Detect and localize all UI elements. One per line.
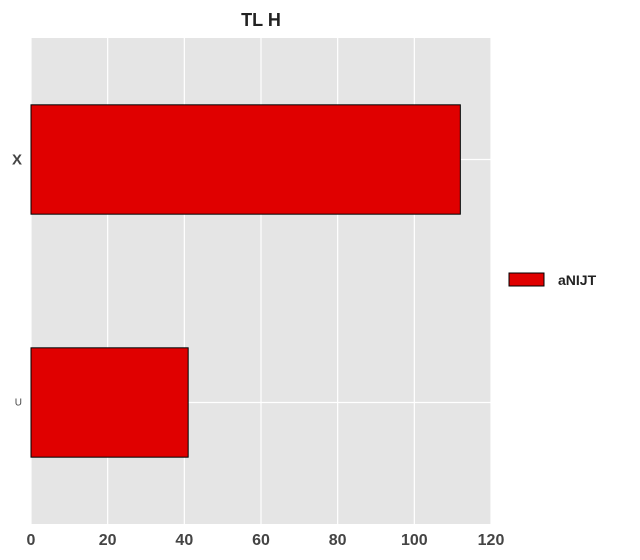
y-tick-label: U <box>15 398 22 409</box>
legend: aNIJT <box>508 272 597 288</box>
bars <box>30 104 461 458</box>
y-tick-label: X <box>12 152 22 169</box>
bar-x <box>30 104 461 215</box>
x-tick-label: 100 <box>401 532 428 549</box>
chart-title: TL H <box>241 10 281 30</box>
bar-u <box>30 347 189 458</box>
x-axis-ticks: 0 20 40 60 80 100 120 <box>27 532 505 549</box>
y-axis-ticks: XU <box>12 152 22 409</box>
x-tick-label: 80 <box>329 532 347 549</box>
legend-swatch <box>508 272 545 287</box>
x-tick-label: 60 <box>252 532 270 549</box>
legend-label: aNIJT <box>558 272 597 288</box>
x-tick-label: 40 <box>175 532 193 549</box>
x-tick-label: 0 <box>27 532 36 549</box>
x-tick-label: 20 <box>99 532 117 549</box>
x-tick-label: 120 <box>478 532 505 549</box>
